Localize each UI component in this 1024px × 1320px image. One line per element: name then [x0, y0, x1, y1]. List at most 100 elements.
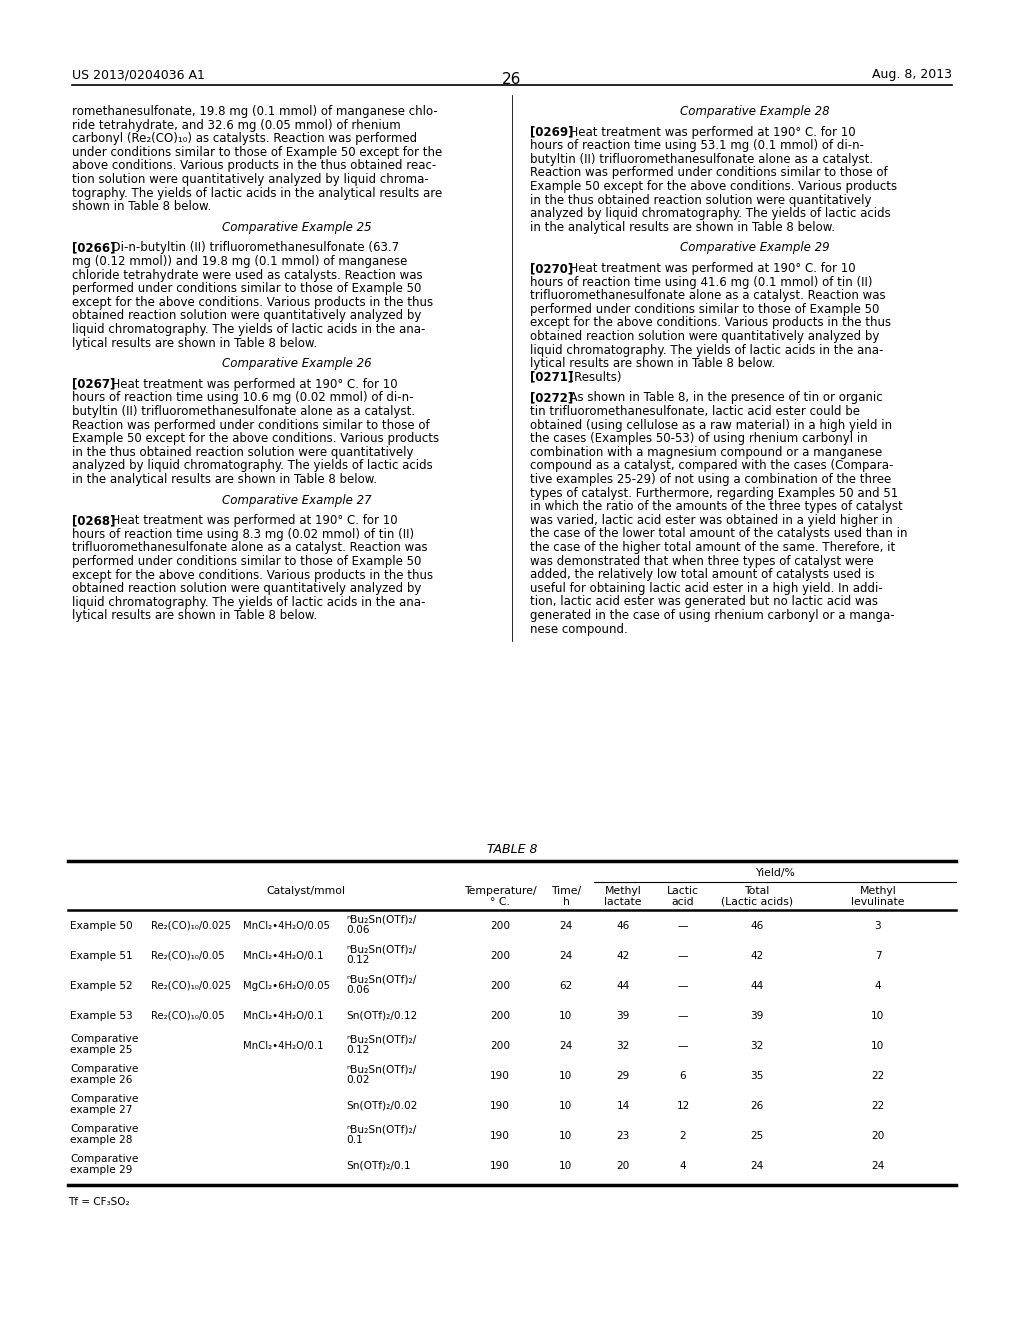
Text: in the thus obtained reaction solution were quantitatively: in the thus obtained reaction solution w… [72, 446, 414, 459]
Text: in which the ratio of the amounts of the three types of catalyst: in which the ratio of the amounts of the… [530, 500, 903, 513]
Text: 10: 10 [871, 1011, 885, 1020]
Text: Example 50 except for the above conditions. Various products: Example 50 except for the above conditio… [530, 180, 897, 193]
Text: the cases (Examples 50-53) of using rhenium carbonyl in: the cases (Examples 50-53) of using rhen… [530, 432, 867, 445]
Text: obtained reaction solution were quantitatively analyzed by: obtained reaction solution were quantita… [72, 582, 421, 595]
Text: As shown in Table 8, in the presence of tin or organic: As shown in Table 8, in the presence of … [561, 392, 883, 404]
Text: Example 53: Example 53 [70, 1011, 133, 1020]
Text: Sn(OTf)₂/0.1: Sn(OTf)₂/0.1 [346, 1162, 411, 1171]
Text: ⁿBu₂Sn(OTf)₂/: ⁿBu₂Sn(OTf)₂/ [346, 944, 416, 954]
Text: tion, lactic acid ester was generated but no lactic acid was: tion, lactic acid ester was generated bu… [530, 595, 878, 609]
Text: Heat treatment was performed at 190° C. for 10: Heat treatment was performed at 190° C. … [561, 261, 855, 275]
Text: h: h [562, 898, 569, 907]
Text: ⁿBu₂Sn(OTf)₂/: ⁿBu₂Sn(OTf)₂/ [346, 1125, 416, 1134]
Text: types of catalyst. Furthermore, regarding Examples 50 and 51: types of catalyst. Furthermore, regardin… [530, 487, 898, 499]
Text: 20: 20 [871, 1131, 885, 1140]
Text: performed under conditions similar to those of Example 50: performed under conditions similar to th… [72, 282, 421, 296]
Text: 42: 42 [751, 950, 764, 961]
Text: Re₂(CO)₁₀/0.05: Re₂(CO)₁₀/0.05 [151, 950, 224, 961]
Text: Methyl: Methyl [859, 886, 896, 896]
Text: Total: Total [744, 886, 770, 896]
Text: hours of reaction time using 53.1 mg (0.1 mmol) of di-n-: hours of reaction time using 53.1 mg (0.… [530, 139, 864, 152]
Text: Re₂(CO)₁₀/0.05: Re₂(CO)₁₀/0.05 [151, 1011, 224, 1020]
Text: Heat treatment was performed at 190° C. for 10: Heat treatment was performed at 190° C. … [103, 515, 397, 527]
Text: Re₂(CO)₁₀/0.025: Re₂(CO)₁₀/0.025 [151, 921, 231, 931]
Text: 190: 190 [490, 1162, 510, 1171]
Text: 24: 24 [751, 1162, 764, 1171]
Text: Comparative: Comparative [70, 1034, 138, 1044]
Text: butyltin (II) trifluoromethanesulfonate alone as a catalyst.: butyltin (II) trifluoromethanesulfonate … [530, 153, 873, 166]
Text: hours of reaction time using 10.6 mg (0.02 mmol) of di-n-: hours of reaction time using 10.6 mg (0.… [72, 392, 414, 404]
Text: except for the above conditions. Various products in the thus: except for the above conditions. Various… [72, 296, 433, 309]
Text: 20: 20 [616, 1162, 630, 1171]
Text: Time/: Time/ [551, 886, 581, 896]
Text: Yield/%: Yield/% [755, 869, 795, 878]
Text: Comparative: Comparative [70, 1064, 138, 1074]
Text: 200: 200 [489, 950, 510, 961]
Text: —: — [678, 1011, 688, 1020]
Text: 190: 190 [490, 1131, 510, 1140]
Text: ⁿBu₂Sn(OTf)₂/: ⁿBu₂Sn(OTf)₂/ [346, 1034, 416, 1044]
Text: Heat treatment was performed at 190° C. for 10: Heat treatment was performed at 190° C. … [561, 125, 855, 139]
Text: tion solution were quantitatively analyzed by liquid chroma-: tion solution were quantitatively analyz… [72, 173, 429, 186]
Text: —: — [678, 950, 688, 961]
Text: example 28: example 28 [70, 1135, 132, 1144]
Text: Comparative Example 29: Comparative Example 29 [680, 242, 829, 255]
Text: performed under conditions similar to those of Example 50: performed under conditions similar to th… [530, 302, 880, 315]
Text: —: — [678, 1041, 688, 1051]
Text: [0271]: [0271] [530, 371, 573, 384]
Text: 10: 10 [559, 1011, 572, 1020]
Text: Reaction was performed under conditions similar to those of: Reaction was performed under conditions … [530, 166, 888, 180]
Text: 25: 25 [751, 1131, 764, 1140]
Text: Heat treatment was performed at 190° C. for 10: Heat treatment was performed at 190° C. … [103, 378, 397, 391]
Text: obtained reaction solution were quantitatively analyzed by: obtained reaction solution were quantita… [530, 330, 880, 343]
Text: 0.06: 0.06 [346, 925, 370, 935]
Text: example 29: example 29 [70, 1166, 132, 1175]
Text: MnCl₂•4H₂O/0.1: MnCl₂•4H₂O/0.1 [243, 950, 324, 961]
Text: ⁿBu₂Sn(OTf)₂/: ⁿBu₂Sn(OTf)₂/ [346, 913, 416, 924]
Text: Comparative Example 28: Comparative Example 28 [680, 106, 829, 117]
Text: 0.02: 0.02 [346, 1074, 370, 1085]
Text: 62: 62 [559, 981, 572, 991]
Text: 0.06: 0.06 [346, 985, 370, 995]
Text: Di-n-butyltin (II) trifluoromethanesulfonate (63.7: Di-n-butyltin (II) trifluoromethanesulfo… [103, 242, 398, 255]
Text: 7: 7 [874, 950, 882, 961]
Text: 46: 46 [751, 921, 764, 931]
Text: lactate: lactate [604, 898, 642, 907]
Text: US 2013/0204036 A1: US 2013/0204036 A1 [72, 69, 205, 81]
Text: was demonstrated that when three types of catalyst were: was demonstrated that when three types o… [530, 554, 873, 568]
Text: 23: 23 [616, 1131, 630, 1140]
Text: 46: 46 [616, 921, 630, 931]
Text: 10: 10 [559, 1071, 572, 1081]
Text: Comparative Example 25: Comparative Example 25 [222, 220, 372, 234]
Text: tive examples 25-29) of not using a combination of the three: tive examples 25-29) of not using a comb… [530, 473, 891, 486]
Text: [0269]: [0269] [530, 125, 573, 139]
Text: [0267]: [0267] [72, 378, 116, 391]
Text: 3: 3 [874, 921, 882, 931]
Text: acid: acid [672, 898, 694, 907]
Text: MnCl₂•4H₂O/0.1: MnCl₂•4H₂O/0.1 [243, 1011, 324, 1020]
Text: Re₂(CO)₁₀/0.025: Re₂(CO)₁₀/0.025 [151, 981, 231, 991]
Text: ⁿBu₂Sn(OTf)₂/: ⁿBu₂Sn(OTf)₂/ [346, 974, 416, 983]
Text: nese compound.: nese compound. [530, 623, 628, 636]
Text: butyltin (II) trifluoromethanesulfonate alone as a catalyst.: butyltin (II) trifluoromethanesulfonate … [72, 405, 415, 418]
Text: Aug. 8, 2013: Aug. 8, 2013 [872, 69, 952, 81]
Text: MnCl₂•4H₂O/0.05: MnCl₂•4H₂O/0.05 [243, 921, 330, 931]
Text: 32: 32 [751, 1041, 764, 1051]
Text: Comparative: Comparative [70, 1154, 138, 1164]
Text: 35: 35 [751, 1071, 764, 1081]
Text: the case of the lower total amount of the catalysts used than in: the case of the lower total amount of th… [530, 528, 907, 540]
Text: MgCl₂•6H₂O/0.05: MgCl₂•6H₂O/0.05 [243, 981, 330, 991]
Text: 24: 24 [871, 1162, 885, 1171]
Text: lytical results are shown in Table 8 below.: lytical results are shown in Table 8 bel… [530, 358, 775, 370]
Text: tin trifluoromethanesulfonate, lactic acid ester could be: tin trifluoromethanesulfonate, lactic ac… [530, 405, 860, 418]
Text: Comparative Example 27: Comparative Example 27 [222, 494, 372, 507]
Text: 32: 32 [616, 1041, 630, 1051]
Text: Comparative: Comparative [70, 1094, 138, 1104]
Text: example 26: example 26 [70, 1074, 132, 1085]
Text: chloride tetrahydrate were used as catalysts. Reaction was: chloride tetrahydrate were used as catal… [72, 268, 423, 281]
Text: obtained (using cellulose as a raw material) in a high yield in: obtained (using cellulose as a raw mater… [530, 418, 892, 432]
Text: was varied, lactic acid ester was obtained in a yield higher in: was varied, lactic acid ester was obtain… [530, 513, 893, 527]
Text: in the thus obtained reaction solution were quantitatively: in the thus obtained reaction solution w… [530, 194, 871, 207]
Text: levulinate: levulinate [851, 898, 905, 907]
Text: 4: 4 [874, 981, 882, 991]
